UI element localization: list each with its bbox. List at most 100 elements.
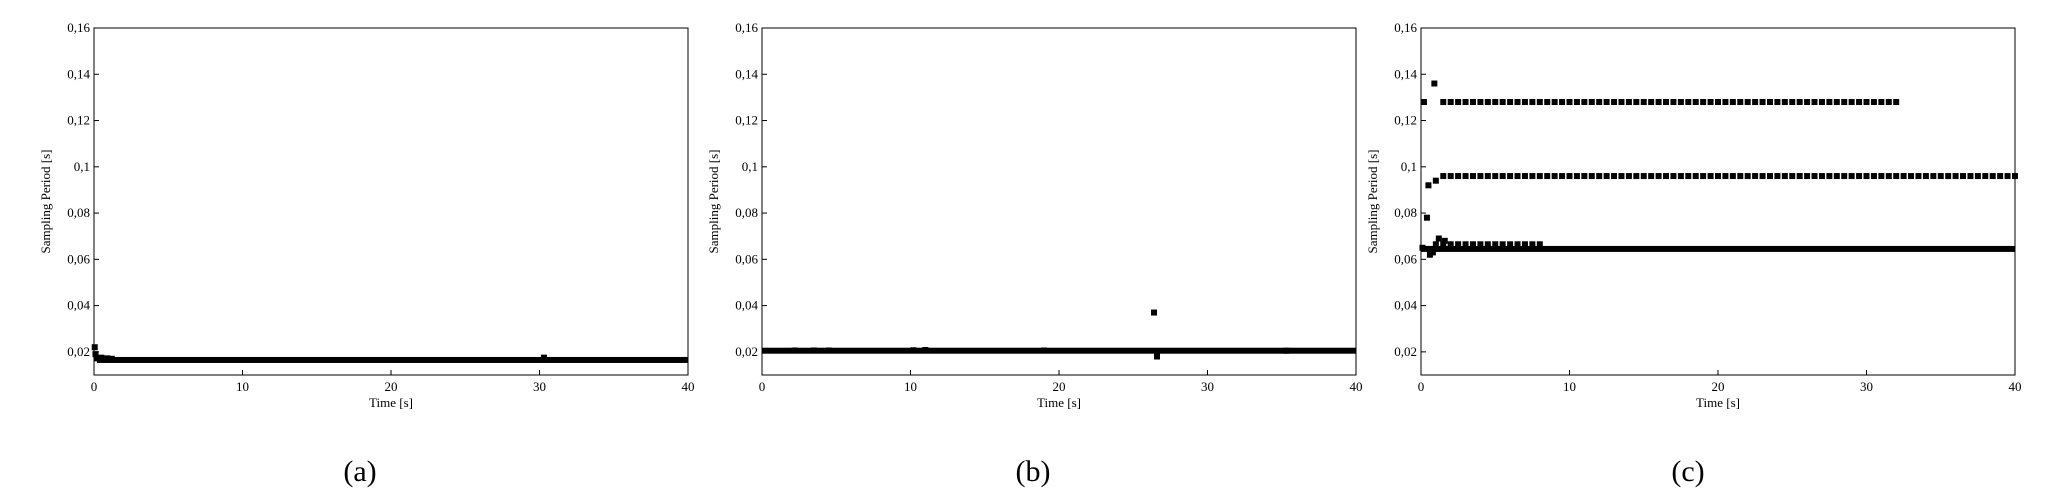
y-tick-label: 0,04 (1394, 298, 1417, 313)
y-tick-label: 0,02 (1394, 344, 1417, 359)
panel-caption: (c) (1671, 455, 1704, 488)
data-point (1625, 99, 1632, 106)
data-point (1729, 99, 1736, 106)
data-point (1729, 173, 1736, 180)
data-point (1455, 99, 1462, 106)
y-tick-label: 0,02 (735, 344, 758, 359)
y-tick-label: 0,16 (1394, 20, 1417, 35)
data-point (1499, 173, 1506, 180)
data-point (1766, 99, 1773, 106)
data-point (1900, 173, 1907, 180)
data-point (1648, 99, 1655, 106)
data-point (1974, 173, 1981, 180)
data-point (791, 347, 798, 354)
x-axis-label: Time [s] (369, 395, 413, 410)
data-point (1536, 241, 1543, 248)
data-point (1841, 99, 1848, 106)
x-tick-label: 40 (2009, 379, 2022, 394)
data-point (922, 347, 929, 354)
data-point (1633, 99, 1640, 106)
data-point (1766, 173, 1773, 180)
data-point (910, 347, 917, 354)
data-point (1041, 347, 1048, 354)
data-point (1715, 99, 1721, 106)
data-point (1685, 99, 1692, 106)
data-point (1982, 173, 1989, 180)
data-point (1700, 99, 1707, 106)
x-tick-label: 20 (1053, 379, 1066, 394)
x-tick-label: 30 (533, 379, 546, 394)
data-point (1507, 99, 1514, 106)
data-point (1154, 353, 1161, 360)
data-point (1945, 173, 1952, 180)
data-point (92, 351, 99, 358)
data-point (1863, 99, 1870, 106)
data-point (1566, 173, 1573, 180)
data-point (1685, 173, 1692, 180)
data-point (1789, 173, 1796, 180)
panel-caption: (b) (1016, 455, 1051, 488)
data-point (1447, 99, 1454, 106)
data-point (1432, 241, 1439, 248)
data-point (1492, 241, 1499, 248)
data-point (1833, 99, 1840, 106)
data-point (1462, 173, 1469, 180)
data-point (1878, 99, 1885, 106)
data-point (1870, 173, 1877, 180)
data-point (1435, 235, 1442, 242)
x-tick-label: 20 (1712, 379, 1725, 394)
chart-panel-3: 0 10 20 30 40 0,02 0,04 0,06 0,08 0,1 0,12 0,14 0,16… (1365, 20, 2022, 488)
x-tick-label: 30 (1860, 379, 1873, 394)
data-point (1536, 173, 1543, 180)
data-point (98, 354, 105, 361)
data-point (1804, 99, 1811, 106)
data-point (1521, 173, 1528, 180)
data-point (1670, 173, 1677, 180)
data-point (1841, 173, 1848, 180)
data-point (1811, 173, 1818, 180)
data-point (1432, 177, 1439, 184)
data-point (1692, 99, 1699, 106)
plot-frame (1420, 27, 2016, 376)
data-point (1477, 173, 1484, 180)
chart-panel-1: 0 10 20 30 40 0,02 0,04 0,06 0,08 0,1 0,12 0,14 0,16… (38, 20, 695, 488)
data-point (1818, 173, 1825, 180)
data-point (1833, 173, 1840, 180)
data-band (96, 356, 689, 363)
data-point (1640, 99, 1647, 106)
data-point (1477, 99, 1484, 106)
data-point (1908, 173, 1915, 180)
data-point (1529, 99, 1536, 106)
data-point (1752, 99, 1759, 106)
data-point (1811, 99, 1818, 106)
data-point (1960, 173, 1967, 180)
x-tick-label: 0 (91, 379, 98, 394)
data-point (1521, 241, 1528, 248)
y-tick-label: 0,14 (735, 66, 758, 81)
y-tick-label: 0,08 (1394, 205, 1417, 220)
data-point (104, 355, 111, 362)
data-point (1419, 244, 1426, 251)
data-point (1529, 241, 1536, 248)
data-point (1551, 173, 1558, 180)
data-point (1283, 347, 1290, 354)
y-tick-label: 0,14 (67, 66, 90, 81)
data-point (1848, 173, 1855, 180)
data-point (1603, 173, 1610, 180)
data-point (1441, 237, 1448, 244)
data-point (1796, 173, 1803, 180)
data-point (1588, 173, 1595, 180)
data-point (1484, 99, 1491, 106)
data-band (1421, 245, 2015, 252)
data-point (1573, 99, 1580, 106)
data-point (1492, 173, 1499, 180)
y-tick-label: 0,04 (735, 298, 758, 313)
data-point (1640, 173, 1647, 180)
y-tick-label: 0,08 (67, 205, 90, 220)
data-point (1596, 99, 1603, 106)
data-point (1611, 173, 1618, 180)
data-point (1870, 99, 1877, 106)
data-point (1856, 99, 1863, 106)
data-point (1781, 173, 1788, 180)
